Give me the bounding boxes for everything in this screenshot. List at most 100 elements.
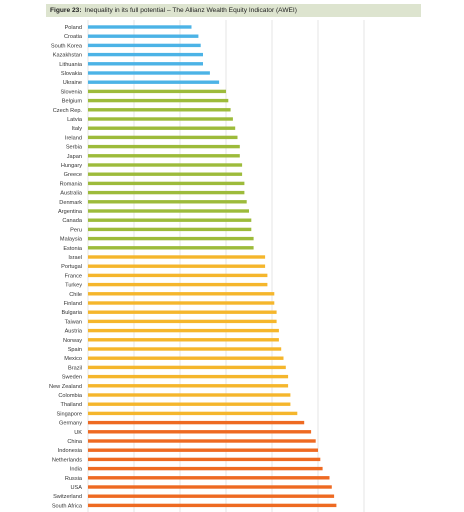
country-label: Japan bbox=[67, 154, 82, 160]
bar bbox=[88, 43, 201, 48]
bar bbox=[88, 52, 203, 57]
bar bbox=[88, 117, 233, 121]
bar bbox=[88, 476, 330, 480]
country-label: Latvia bbox=[67, 117, 83, 123]
bar bbox=[88, 430, 312, 434]
country-label: Colombia bbox=[58, 393, 83, 399]
country-label: Lithuania bbox=[59, 62, 83, 68]
country-label: Thailand bbox=[61, 402, 82, 408]
bar bbox=[88, 494, 335, 498]
country-label: India bbox=[70, 467, 83, 473]
country-label: Poland bbox=[65, 25, 82, 31]
bar bbox=[88, 466, 323, 471]
bar bbox=[88, 264, 266, 268]
bar bbox=[88, 457, 321, 462]
country-label: Ireland bbox=[65, 135, 82, 141]
country-label: Denmark bbox=[59, 200, 82, 206]
country-label: Chile bbox=[69, 292, 82, 298]
bar bbox=[88, 144, 240, 149]
figure-title-bar: Figure 23: Inequality in its full potenti… bbox=[46, 4, 421, 17]
country-label: Kazakhstan bbox=[53, 53, 82, 59]
country-label: Bulgaria bbox=[61, 310, 82, 316]
bar bbox=[88, 236, 254, 241]
country-label: Canada bbox=[62, 218, 82, 224]
bar bbox=[88, 227, 252, 232]
bar bbox=[88, 485, 332, 489]
bar bbox=[88, 80, 220, 84]
country-label: Norway bbox=[63, 338, 82, 344]
bar bbox=[88, 181, 245, 186]
bar bbox=[88, 246, 254, 250]
bar bbox=[88, 25, 192, 29]
bar bbox=[88, 503, 337, 508]
bar bbox=[88, 71, 210, 75]
bar bbox=[88, 301, 275, 305]
bar bbox=[88, 163, 243, 167]
country-label: Argentina bbox=[58, 209, 83, 215]
bar bbox=[88, 255, 266, 259]
country-label: China bbox=[67, 439, 83, 445]
bar bbox=[88, 439, 316, 443]
country-label: Israel bbox=[68, 255, 82, 261]
bar bbox=[88, 411, 298, 416]
country-label: Australia bbox=[60, 191, 83, 197]
bar bbox=[88, 338, 279, 342]
country-label: Romania bbox=[60, 181, 83, 187]
bar bbox=[88, 154, 240, 158]
country-label: Russia bbox=[65, 476, 83, 482]
country-label: Spain bbox=[68, 347, 82, 353]
country-label: Czech Rep. bbox=[53, 108, 83, 114]
bar bbox=[88, 108, 231, 112]
bar bbox=[88, 374, 289, 379]
country-label: Netherlands bbox=[52, 457, 82, 463]
bar bbox=[88, 292, 275, 296]
country-label: Slovenia bbox=[61, 89, 83, 95]
figure-title: Inequality in its full potential – The A… bbox=[84, 7, 297, 14]
country-label: Estonia bbox=[63, 246, 83, 252]
figure-label: Figure 23: bbox=[50, 7, 82, 14]
bar bbox=[88, 209, 249, 213]
country-label: Brazil bbox=[68, 365, 82, 371]
country-label: Ukraine bbox=[63, 80, 82, 86]
country-label: Italy bbox=[72, 126, 82, 132]
bar bbox=[88, 402, 291, 406]
country-label: Sweden bbox=[62, 375, 82, 381]
bar bbox=[88, 365, 286, 370]
country-label: Malaysia bbox=[60, 237, 83, 243]
bar bbox=[88, 384, 289, 388]
bar bbox=[88, 356, 284, 360]
bar bbox=[88, 172, 243, 176]
country-label: Indonesia bbox=[58, 448, 83, 454]
country-label: Belgium bbox=[62, 99, 83, 105]
country-label: Slovakia bbox=[61, 71, 83, 77]
country-label: Portugal bbox=[61, 264, 82, 270]
country-label: UK bbox=[74, 430, 82, 436]
country-label: France bbox=[65, 273, 82, 279]
bar bbox=[88, 190, 245, 195]
country-label: South Africa bbox=[52, 503, 83, 509]
country-label: Greece bbox=[64, 172, 82, 178]
bar bbox=[88, 319, 277, 324]
bar bbox=[88, 62, 203, 66]
bar bbox=[88, 282, 268, 287]
bar bbox=[88, 200, 247, 204]
bar bbox=[88, 34, 199, 38]
bar bbox=[88, 98, 229, 103]
country-label: Switzerland bbox=[53, 494, 82, 500]
bar bbox=[88, 218, 252, 222]
country-label: Finland bbox=[64, 301, 82, 307]
bar bbox=[88, 328, 279, 333]
country-label: Serbia bbox=[66, 145, 83, 151]
country-label: South Korea bbox=[51, 43, 83, 49]
bar bbox=[88, 126, 236, 130]
country-label: USA bbox=[70, 485, 82, 491]
bar bbox=[88, 393, 291, 397]
country-label: Hungary bbox=[61, 163, 82, 169]
country-label: Singapore bbox=[56, 411, 82, 417]
bar bbox=[88, 310, 277, 314]
country-label: New Zealand bbox=[49, 384, 82, 390]
country-label: Austria bbox=[65, 329, 83, 335]
bar bbox=[88, 273, 268, 278]
bar bbox=[88, 347, 282, 351]
